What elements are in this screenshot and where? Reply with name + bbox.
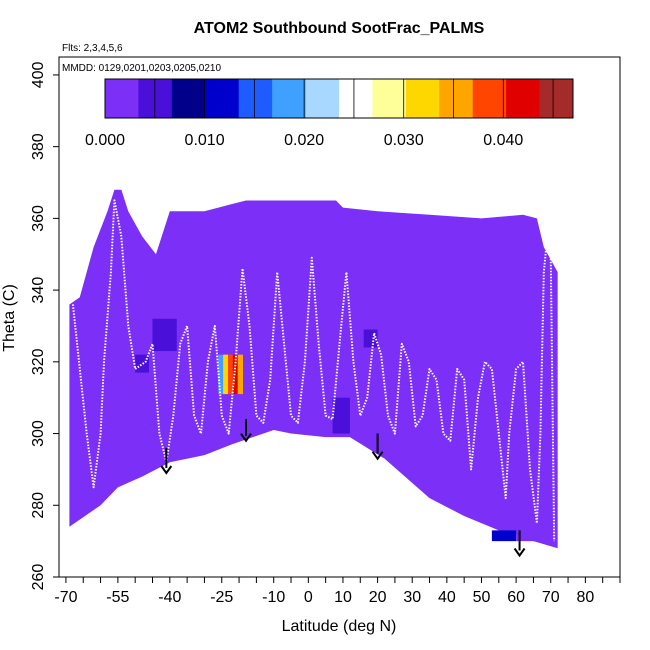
- x-tick-label: 0: [304, 589, 313, 606]
- y-tick-label: 340: [30, 277, 47, 304]
- colorbar-segment: [272, 79, 306, 118]
- y-tick-label: 260: [30, 564, 47, 591]
- heatmap-cell: [135, 354, 150, 373]
- heatmap-background-region: [69, 189, 558, 549]
- heatmap-cell: [218, 354, 224, 395]
- heatmap-cell: [363, 329, 378, 348]
- x-tick-label: -70: [54, 589, 77, 606]
- heatmap-cell: [412, 376, 427, 398]
- colorbar-segment: [171, 79, 206, 118]
- colorbar-segment: [506, 79, 540, 118]
- heatmap-cell: [223, 354, 229, 395]
- colorbar-tick-label: 0.010: [185, 132, 225, 149]
- colorbar-tick-label: 0.030: [384, 132, 424, 149]
- y-tick-label: 400: [30, 61, 47, 88]
- colorbar-segment: [238, 79, 273, 118]
- heatmap-cell: [227, 354, 234, 395]
- x-tick-label: 10: [334, 589, 352, 606]
- x-tick-label: -10: [262, 589, 285, 606]
- chart-title: ATOM2 Southbound SootFrac_PALMS: [194, 20, 485, 37]
- colorbar-segment: [305, 79, 340, 118]
- y-tick-label: 360: [30, 205, 47, 232]
- heatmap-cell: [152, 318, 177, 352]
- x-tick-label: 60: [507, 589, 525, 606]
- x-tick-label: 40: [438, 589, 456, 606]
- colorbar-segment: [372, 79, 407, 118]
- colorbar-tick-label: 0.040: [483, 132, 523, 149]
- x-tick-label: 70: [542, 589, 560, 606]
- x-tick-label: -55: [106, 589, 129, 606]
- colorbar-segment: [472, 79, 507, 118]
- x-tick-label: -25: [210, 589, 233, 606]
- y-tick-label: 300: [30, 420, 47, 447]
- colorbar-frame: [104, 78, 574, 119]
- colorbar-segment: [138, 79, 173, 118]
- arrow-layer: [160, 419, 526, 558]
- x-tick-label: 50: [473, 589, 491, 606]
- y-tick-label: 320: [30, 348, 47, 375]
- x-tick-label: 80: [576, 589, 594, 606]
- arrow-head: [240, 433, 252, 443]
- heatmap-cell: [498, 487, 517, 502]
- arrow-head: [513, 547, 526, 558]
- y-tick-label: 380: [30, 133, 47, 160]
- plot-frame: [58, 56, 621, 578]
- x-tick-label: -40: [158, 589, 181, 606]
- heatmap-cell: [516, 533, 551, 542]
- colorbar: 0.000 0.010 0.020 0.030 0.040: [85, 78, 574, 149]
- arrow-head: [160, 465, 173, 475]
- colorbar-segment: [439, 79, 474, 118]
- heatmap-cell: [332, 397, 350, 434]
- arrow-head: [371, 451, 384, 461]
- flight-track: [71, 199, 556, 542]
- heatmap-cell: [232, 354, 239, 395]
- colorbar-segment: [339, 79, 373, 118]
- flight-track-layer: [71, 199, 556, 542]
- colorbar-tick-label: 0.020: [284, 132, 324, 149]
- axes-layer: -70 -55 -40 -25 -10 0 10 20 30 40 50 60 70 80 260 280 30…: [30, 61, 621, 606]
- heatmap-cell: [90, 311, 105, 326]
- flights-label: Flts: 2,3,4,5,6: [62, 43, 123, 54]
- colorbar-segment: [539, 79, 574, 118]
- y-axis-label: Theta (C): [1, 284, 18, 352]
- heatmap-cell: [491, 530, 517, 542]
- heatmap-cell: [363, 358, 378, 377]
- colorbar-segment: [405, 79, 440, 118]
- x-axis-label: Latitude (deg N): [282, 618, 397, 635]
- y-tick-label: 280: [30, 492, 47, 519]
- dates-label: MMDD: 0129,0201,0203,0205,0210: [62, 63, 221, 74]
- colorbar-segment: [105, 79, 139, 118]
- x-tick-label: 30: [403, 589, 421, 606]
- x-tick-label: 20: [369, 589, 387, 606]
- colorbar-segment: [205, 79, 240, 118]
- heatmap-cell: [237, 354, 244, 395]
- colorbar-tick-label: 0.000: [85, 132, 125, 149]
